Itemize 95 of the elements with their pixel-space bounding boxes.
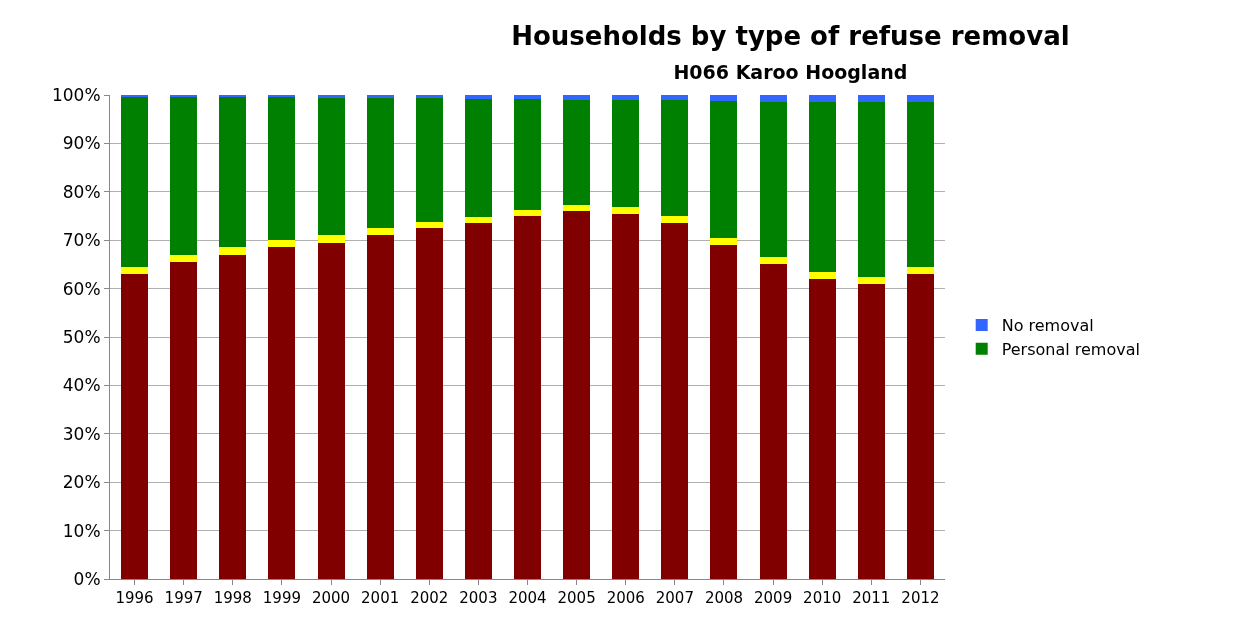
x-tick-label: 1999 [262,589,301,607]
y-tick-label: 50% [62,326,101,347]
bar [857,283,885,579]
chart-subtitle: H066 Karoo Hoogland [673,60,908,83]
bar [121,97,149,267]
bar [170,254,198,262]
bar [513,216,542,579]
bar [219,97,247,248]
bar [759,257,787,265]
bar [808,271,836,279]
bar [612,99,640,208]
bar [366,97,394,229]
bar [464,223,492,579]
x-tick-label: 1996 [115,589,154,607]
bar [464,98,492,218]
x-tick-label: 2004 [508,589,547,607]
x-tick-label: 1998 [213,589,252,607]
legend-label: No removal [1001,316,1094,336]
x-tick-label: 2002 [410,589,449,607]
bar [415,222,443,229]
bar [857,276,885,284]
bar [563,205,591,212]
bar [661,99,689,216]
bar [612,213,640,579]
legend-label: Personal removal [1001,339,1140,359]
bar [513,95,542,100]
bar [661,223,689,579]
y-tick-label: 70% [62,230,101,251]
bar [808,278,836,579]
y-tick-label: 60% [62,278,101,299]
bar [759,95,787,103]
bar [121,274,149,579]
bar [759,264,787,579]
bar [563,99,591,206]
bar [513,210,542,216]
y-tick-label: 90% [62,133,101,154]
bar [170,97,198,255]
bar [317,97,345,236]
x-tick-label: 2012 [901,589,940,607]
bar [219,247,247,255]
bar [612,207,640,214]
y-tick-label: 0% [73,568,101,589]
x-tick-label: 2008 [704,589,744,607]
x-tick-label: 2005 [557,589,596,607]
bar [464,95,492,99]
bar [563,95,591,100]
chart-title: Households by type of refuse removal [511,20,1070,51]
x-tick-label: 2007 [655,589,694,607]
x-tick-label: 2000 [311,589,351,607]
y-tick-label: 80% [62,181,101,202]
bar [710,237,738,246]
bar [661,95,689,100]
x-tick-label: 2011 [852,589,891,607]
y-tick-label: 40% [62,375,101,396]
y-tick-label: 30% [62,423,101,444]
bar [710,100,738,238]
bar [808,95,836,103]
x-tick-label: 1997 [164,589,203,607]
y-tick-label: 100% [51,84,101,105]
bar [268,240,296,248]
bar [759,102,787,258]
bar [268,247,296,579]
bar [710,95,738,101]
bar [366,95,394,98]
bar [612,95,640,100]
bar [170,261,198,579]
bar [906,266,934,275]
bar [317,242,345,579]
bar [710,245,738,579]
bar [661,216,689,224]
x-tick-label: 2003 [459,589,498,607]
y-tick-label: 10% [62,520,101,541]
bar [563,211,591,579]
bar [857,102,885,277]
bar [366,235,394,579]
bar [513,99,542,211]
bar [317,95,345,98]
x-tick-label: 2006 [606,589,645,607]
x-tick-label: 2009 [754,589,793,607]
bar [415,98,443,223]
bar [857,95,885,103]
bar [366,228,394,236]
bar [121,266,149,275]
bar [268,97,296,241]
x-tick-label: 2001 [361,589,400,607]
bar [808,102,836,272]
x-tick-label: 2010 [803,589,842,607]
bar [317,235,345,243]
bar [906,274,934,579]
bar [464,217,492,224]
y-tick-label: 20% [62,472,101,493]
bar [219,254,247,579]
bar [906,95,934,103]
bar [415,228,443,579]
bar [906,102,934,267]
